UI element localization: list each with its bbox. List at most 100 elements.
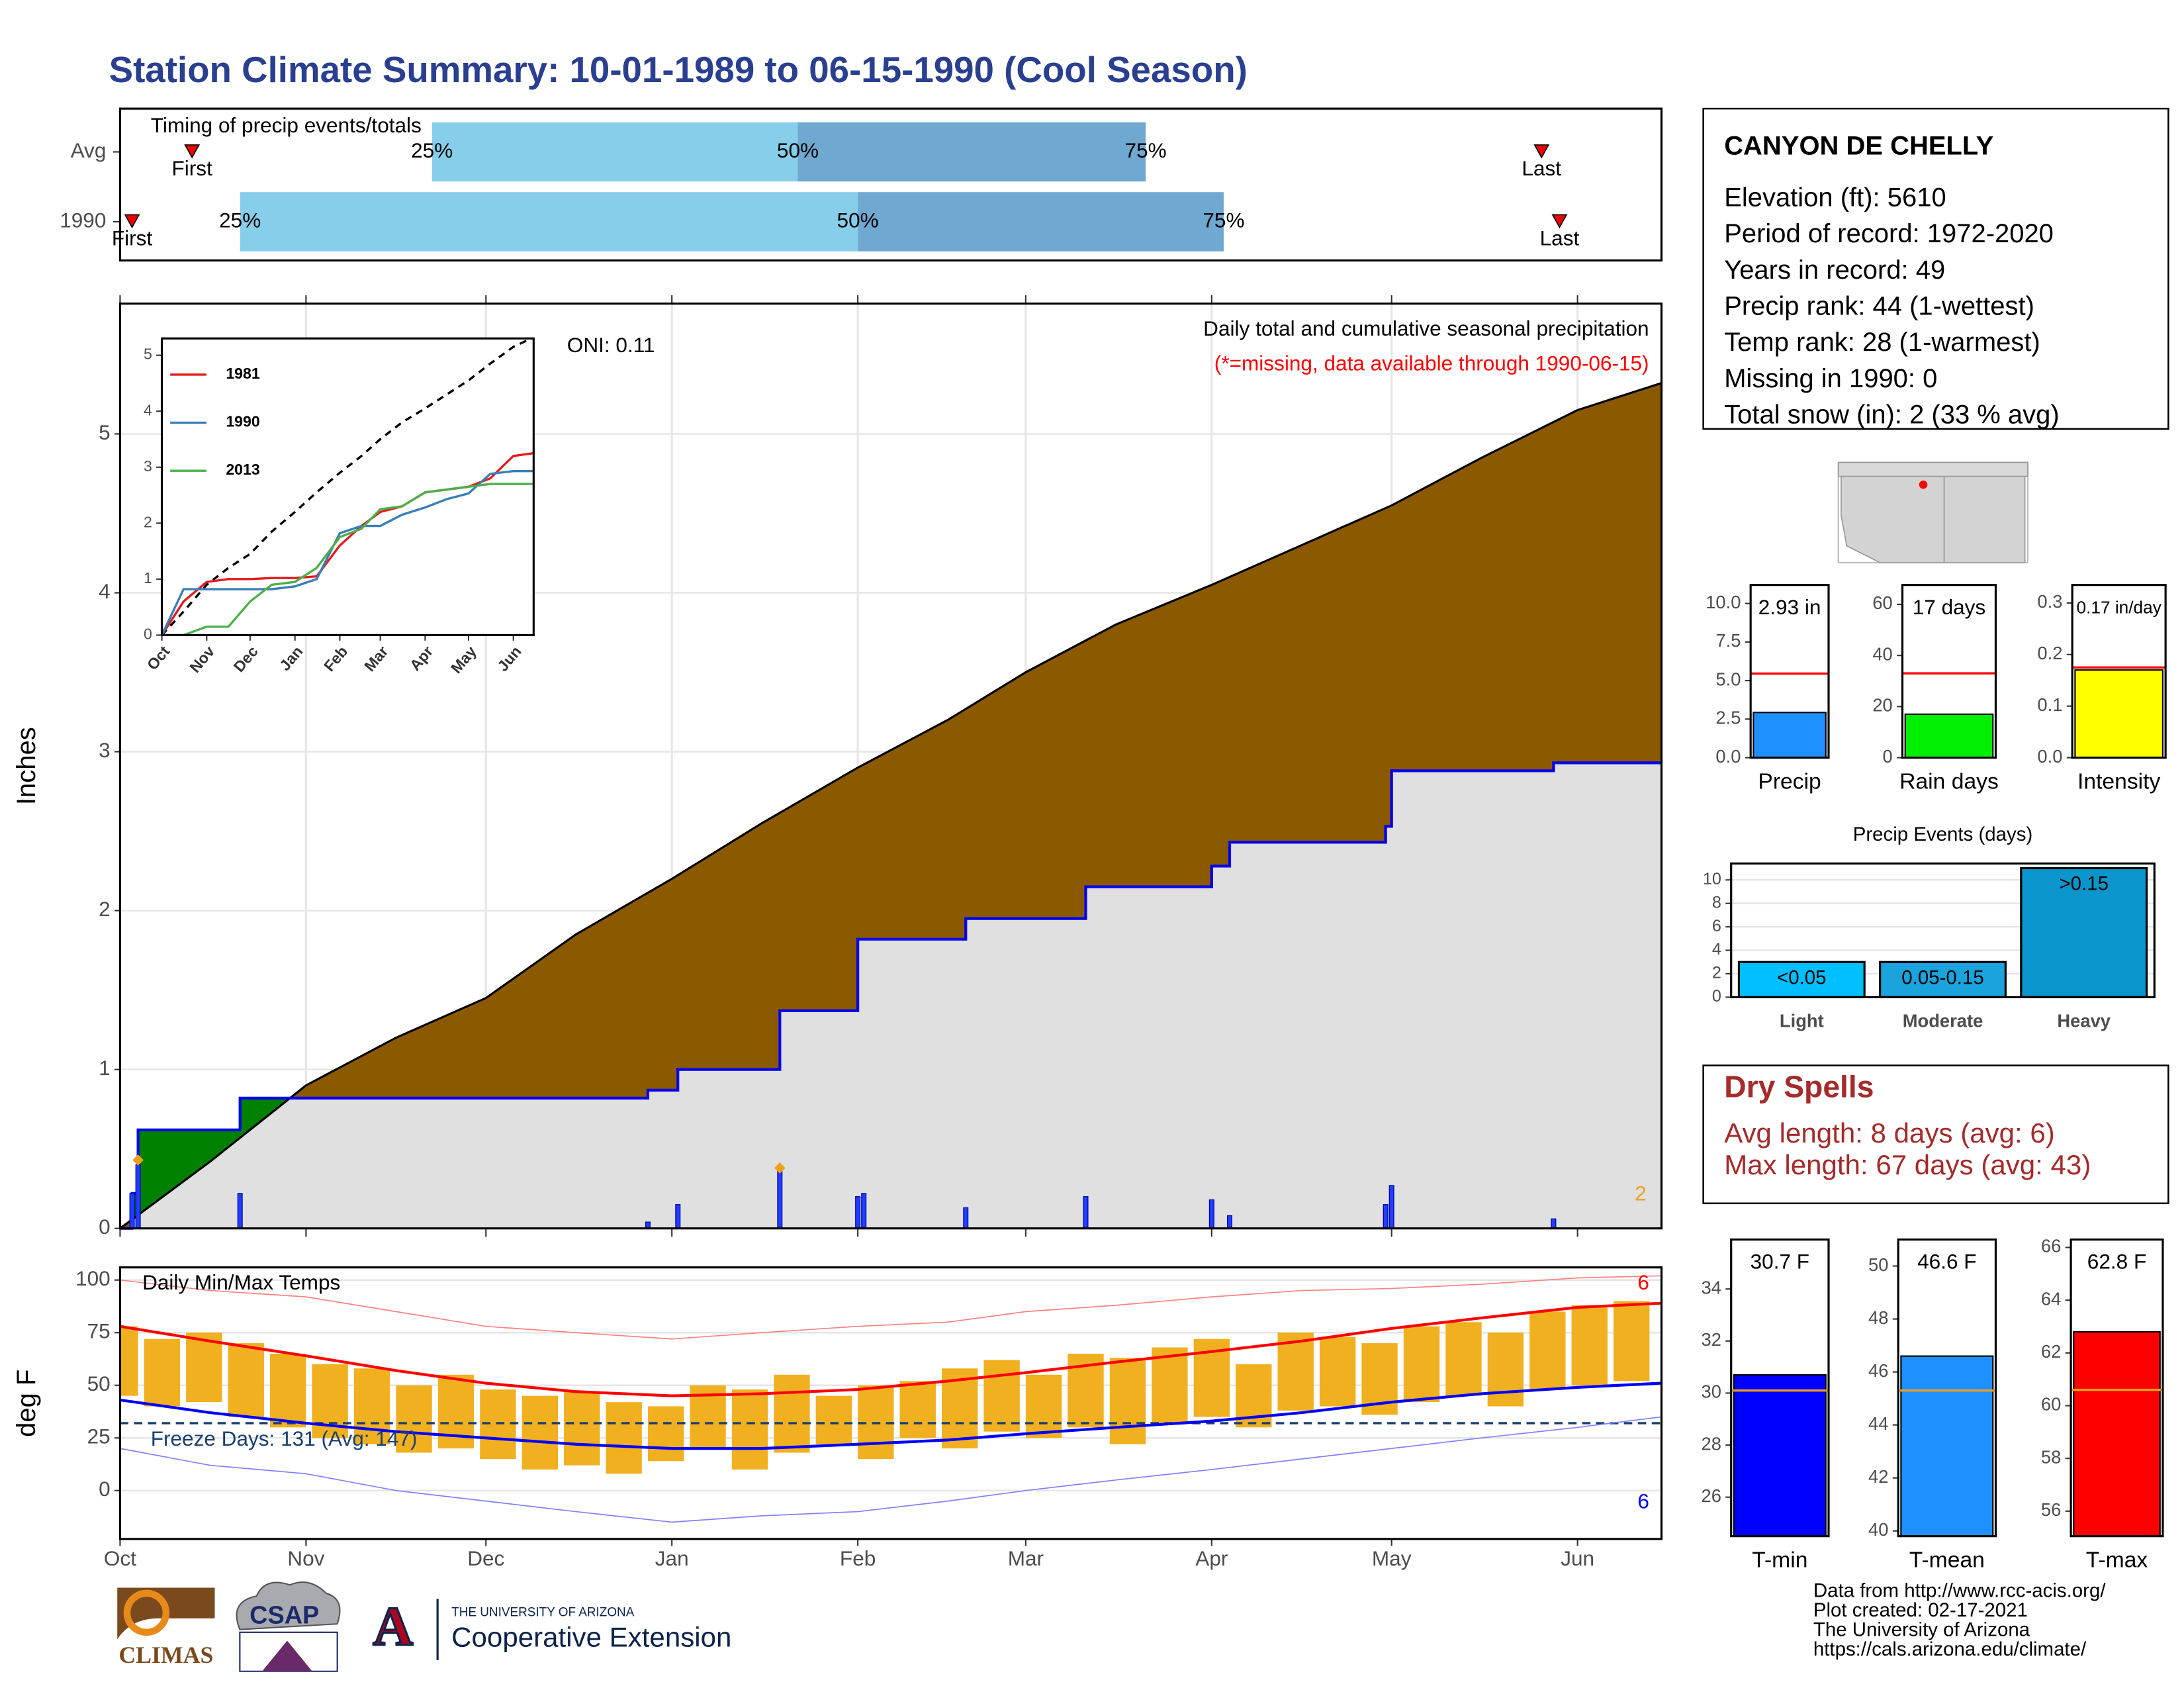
temp-range-bar xyxy=(647,1406,684,1462)
daily-bar xyxy=(675,1204,681,1229)
y-tick-label: 2 xyxy=(1712,964,1721,982)
credit-line: Plot created: 02-17-2021 xyxy=(1813,1599,2028,1621)
quartile-label: 75% xyxy=(1125,138,1167,162)
bar-label: 0.05-0.15 xyxy=(1901,966,1983,988)
y-tick-label: 44 xyxy=(1868,1413,1888,1434)
annotation: ONI: 0.11 xyxy=(567,333,655,357)
record-count: 6 xyxy=(1637,1489,1649,1513)
y-tick-label: 0.0 xyxy=(2037,746,2062,767)
category-label: Rain days xyxy=(1899,769,1999,794)
y-tick-label: 0.2 xyxy=(2037,643,2062,663)
cumulative-line xyxy=(120,761,1662,1230)
y-tick-label: 5.0 xyxy=(1715,669,1741,689)
quartile-label: 50% xyxy=(837,208,879,232)
value-label: 46.6 F xyxy=(1917,1250,1976,1274)
x-tick-label: Heavy xyxy=(2057,1011,2111,1031)
row-label: Avg xyxy=(71,138,107,162)
station-line: Period of record: 1972-2020 xyxy=(1724,219,2054,248)
event-label: Last xyxy=(1540,226,1580,250)
quartile-label: 25% xyxy=(411,138,453,162)
station-line: Years in record: 49 xyxy=(1724,256,1945,285)
credit-line: https://cals.arizona.edu/climate/ xyxy=(1813,1638,2087,1660)
csap-logo-text: CSAP xyxy=(250,1602,319,1630)
value-label: 17 days xyxy=(1913,595,1986,619)
ua-logo-bg xyxy=(362,1599,424,1658)
temp-range-bar xyxy=(564,1391,600,1466)
x-tick-label: Mar xyxy=(1008,1546,1044,1570)
daily-bar xyxy=(1388,1185,1394,1229)
y-tick-label: 26 xyxy=(1702,1485,1721,1506)
dry-spells-line: Avg length: 8 days (avg: 6) xyxy=(1724,1117,2055,1149)
y-tick-label: 0.0 xyxy=(1715,746,1741,767)
y-tick-label: 6 xyxy=(1712,917,1721,935)
x-tick-label: Light xyxy=(1780,1011,1824,1031)
plot-frame xyxy=(1901,584,1997,759)
plot-frame xyxy=(118,1266,1663,1540)
event-label: Last xyxy=(1522,156,1561,180)
y-tick-label: 2.5 xyxy=(1715,708,1741,728)
y-tick-label: 4 xyxy=(99,579,111,603)
category-label: T-mean xyxy=(1909,1548,1985,1572)
panel-subtitle: (*=missing, data available through 1990-… xyxy=(1214,352,1649,375)
y-tick-label: 3 xyxy=(99,738,111,762)
y-tick-label: 0 xyxy=(1883,746,1893,767)
temp-range-bar xyxy=(522,1395,559,1470)
temp-range-bar xyxy=(1529,1311,1566,1390)
map-state xyxy=(1943,475,2026,563)
y-tick-label: 1 xyxy=(144,569,152,586)
temp-range-bar xyxy=(774,1374,810,1453)
y-tick-label: 7.5 xyxy=(1715,630,1741,651)
event-label: First xyxy=(172,156,213,180)
annotation: Freeze Days: 131 (Avg: 147) xyxy=(151,1427,418,1450)
y-tick-label: 46 xyxy=(1868,1360,1888,1381)
temp-range-bar xyxy=(1571,1305,1608,1385)
station-line: Elevation (ft): 5610 xyxy=(1724,183,1946,212)
plot-frame xyxy=(118,303,1663,1230)
temp-range-bar xyxy=(606,1402,642,1474)
map-state xyxy=(1841,475,1945,563)
x-tick-label: Apr xyxy=(1195,1546,1228,1570)
y-tick-label: 40 xyxy=(1872,643,1892,664)
summary-bar xyxy=(1904,713,1994,759)
y-tick-label: 60 xyxy=(1872,592,1892,613)
x-tick-label: Moderate xyxy=(1903,1011,1983,1031)
climas-logo-text: CLIMAS xyxy=(118,1642,213,1668)
station-name: CANYON DE CHELLY xyxy=(1724,132,1993,161)
temp-range-bar xyxy=(186,1333,222,1403)
bar-label: >0.15 xyxy=(2059,873,2109,895)
plot-frame xyxy=(2071,584,2167,759)
temp-line xyxy=(120,1382,1662,1450)
credit-line: The University of Arizona xyxy=(1813,1619,2030,1641)
daily-bar xyxy=(861,1193,867,1229)
corner-label: 2 xyxy=(1635,1182,1647,1205)
record-count: 6 xyxy=(1637,1270,1649,1294)
quartile-label: 75% xyxy=(1203,208,1244,232)
plot-frame xyxy=(1749,584,1830,759)
y-tick-label: 8 xyxy=(1712,893,1721,912)
y-tick-label: 10.0 xyxy=(1706,592,1741,612)
y-tick-label: 4 xyxy=(1712,940,1721,959)
bar xyxy=(2020,867,2148,999)
daily-bar xyxy=(855,1196,861,1229)
quartile-label: 50% xyxy=(777,138,819,162)
daily-bar xyxy=(1227,1215,1233,1229)
quartile-bar xyxy=(797,122,1146,182)
y-tick-label: 0 xyxy=(1712,987,1721,1006)
temp-range-bar xyxy=(120,1326,138,1396)
x-tick-label: Dec xyxy=(467,1546,504,1570)
summary-bar xyxy=(1900,1355,1994,1537)
daily-bar xyxy=(1551,1218,1557,1229)
x-tick-label: Feb xyxy=(840,1546,876,1570)
temp-range-bar xyxy=(731,1389,768,1470)
y-tick-label: 0 xyxy=(144,626,152,643)
climas-logo-ring xyxy=(123,1589,170,1636)
value-label: 2.93 in xyxy=(1758,595,1821,619)
daily-bar xyxy=(963,1207,969,1229)
station-box xyxy=(1702,107,2169,430)
legend-label: 1981 xyxy=(226,365,260,382)
event-marker xyxy=(1533,144,1550,159)
location-map xyxy=(1837,461,2028,564)
panel-title: Daily Min/Max Temps xyxy=(142,1270,340,1294)
series-line xyxy=(161,469,534,635)
y-axis-label: deg F xyxy=(12,1370,41,1437)
